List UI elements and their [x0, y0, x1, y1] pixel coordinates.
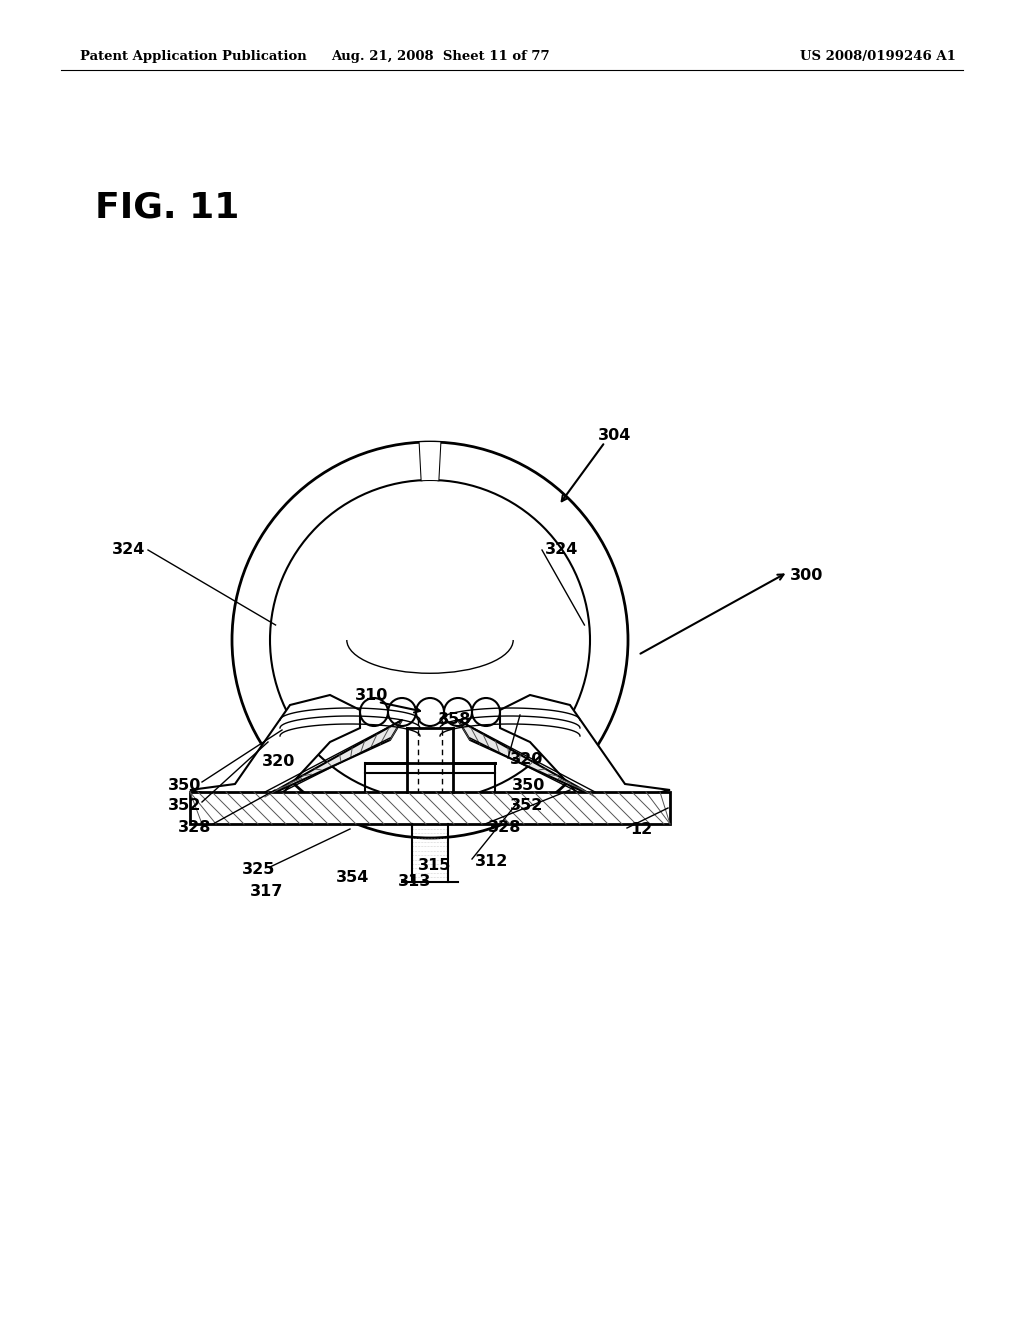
Text: 320: 320 — [262, 755, 295, 770]
Text: 313: 313 — [398, 874, 431, 890]
Text: 325: 325 — [242, 862, 275, 878]
Bar — [190, 792, 670, 824]
Text: 304: 304 — [598, 428, 632, 442]
Text: 312: 312 — [475, 854, 508, 870]
Text: 324: 324 — [545, 543, 579, 557]
Text: FIG. 11: FIG. 11 — [95, 190, 240, 224]
Text: 324: 324 — [112, 543, 145, 557]
Text: 350: 350 — [512, 777, 546, 792]
Text: 352: 352 — [510, 797, 544, 813]
Polygon shape — [190, 696, 360, 797]
Polygon shape — [265, 719, 402, 797]
Text: Patent Application Publication: Patent Application Publication — [80, 50, 307, 63]
Text: 354: 354 — [336, 870, 370, 886]
Text: 317: 317 — [250, 884, 284, 899]
Text: 328: 328 — [178, 820, 211, 834]
Text: 320: 320 — [510, 752, 544, 767]
Text: 352: 352 — [168, 797, 202, 813]
Polygon shape — [420, 442, 440, 480]
Text: 12: 12 — [630, 822, 652, 837]
Polygon shape — [458, 719, 595, 797]
Text: US 2008/0199246 A1: US 2008/0199246 A1 — [800, 50, 955, 63]
Text: 300: 300 — [790, 568, 823, 582]
Text: Aug. 21, 2008  Sheet 11 of 77: Aug. 21, 2008 Sheet 11 of 77 — [331, 50, 549, 63]
Polygon shape — [500, 696, 670, 797]
Text: 328: 328 — [488, 820, 521, 834]
Text: 350: 350 — [168, 777, 202, 792]
Text: 310: 310 — [355, 688, 388, 702]
Text: 315: 315 — [418, 858, 452, 873]
Text: 358: 358 — [438, 713, 471, 727]
